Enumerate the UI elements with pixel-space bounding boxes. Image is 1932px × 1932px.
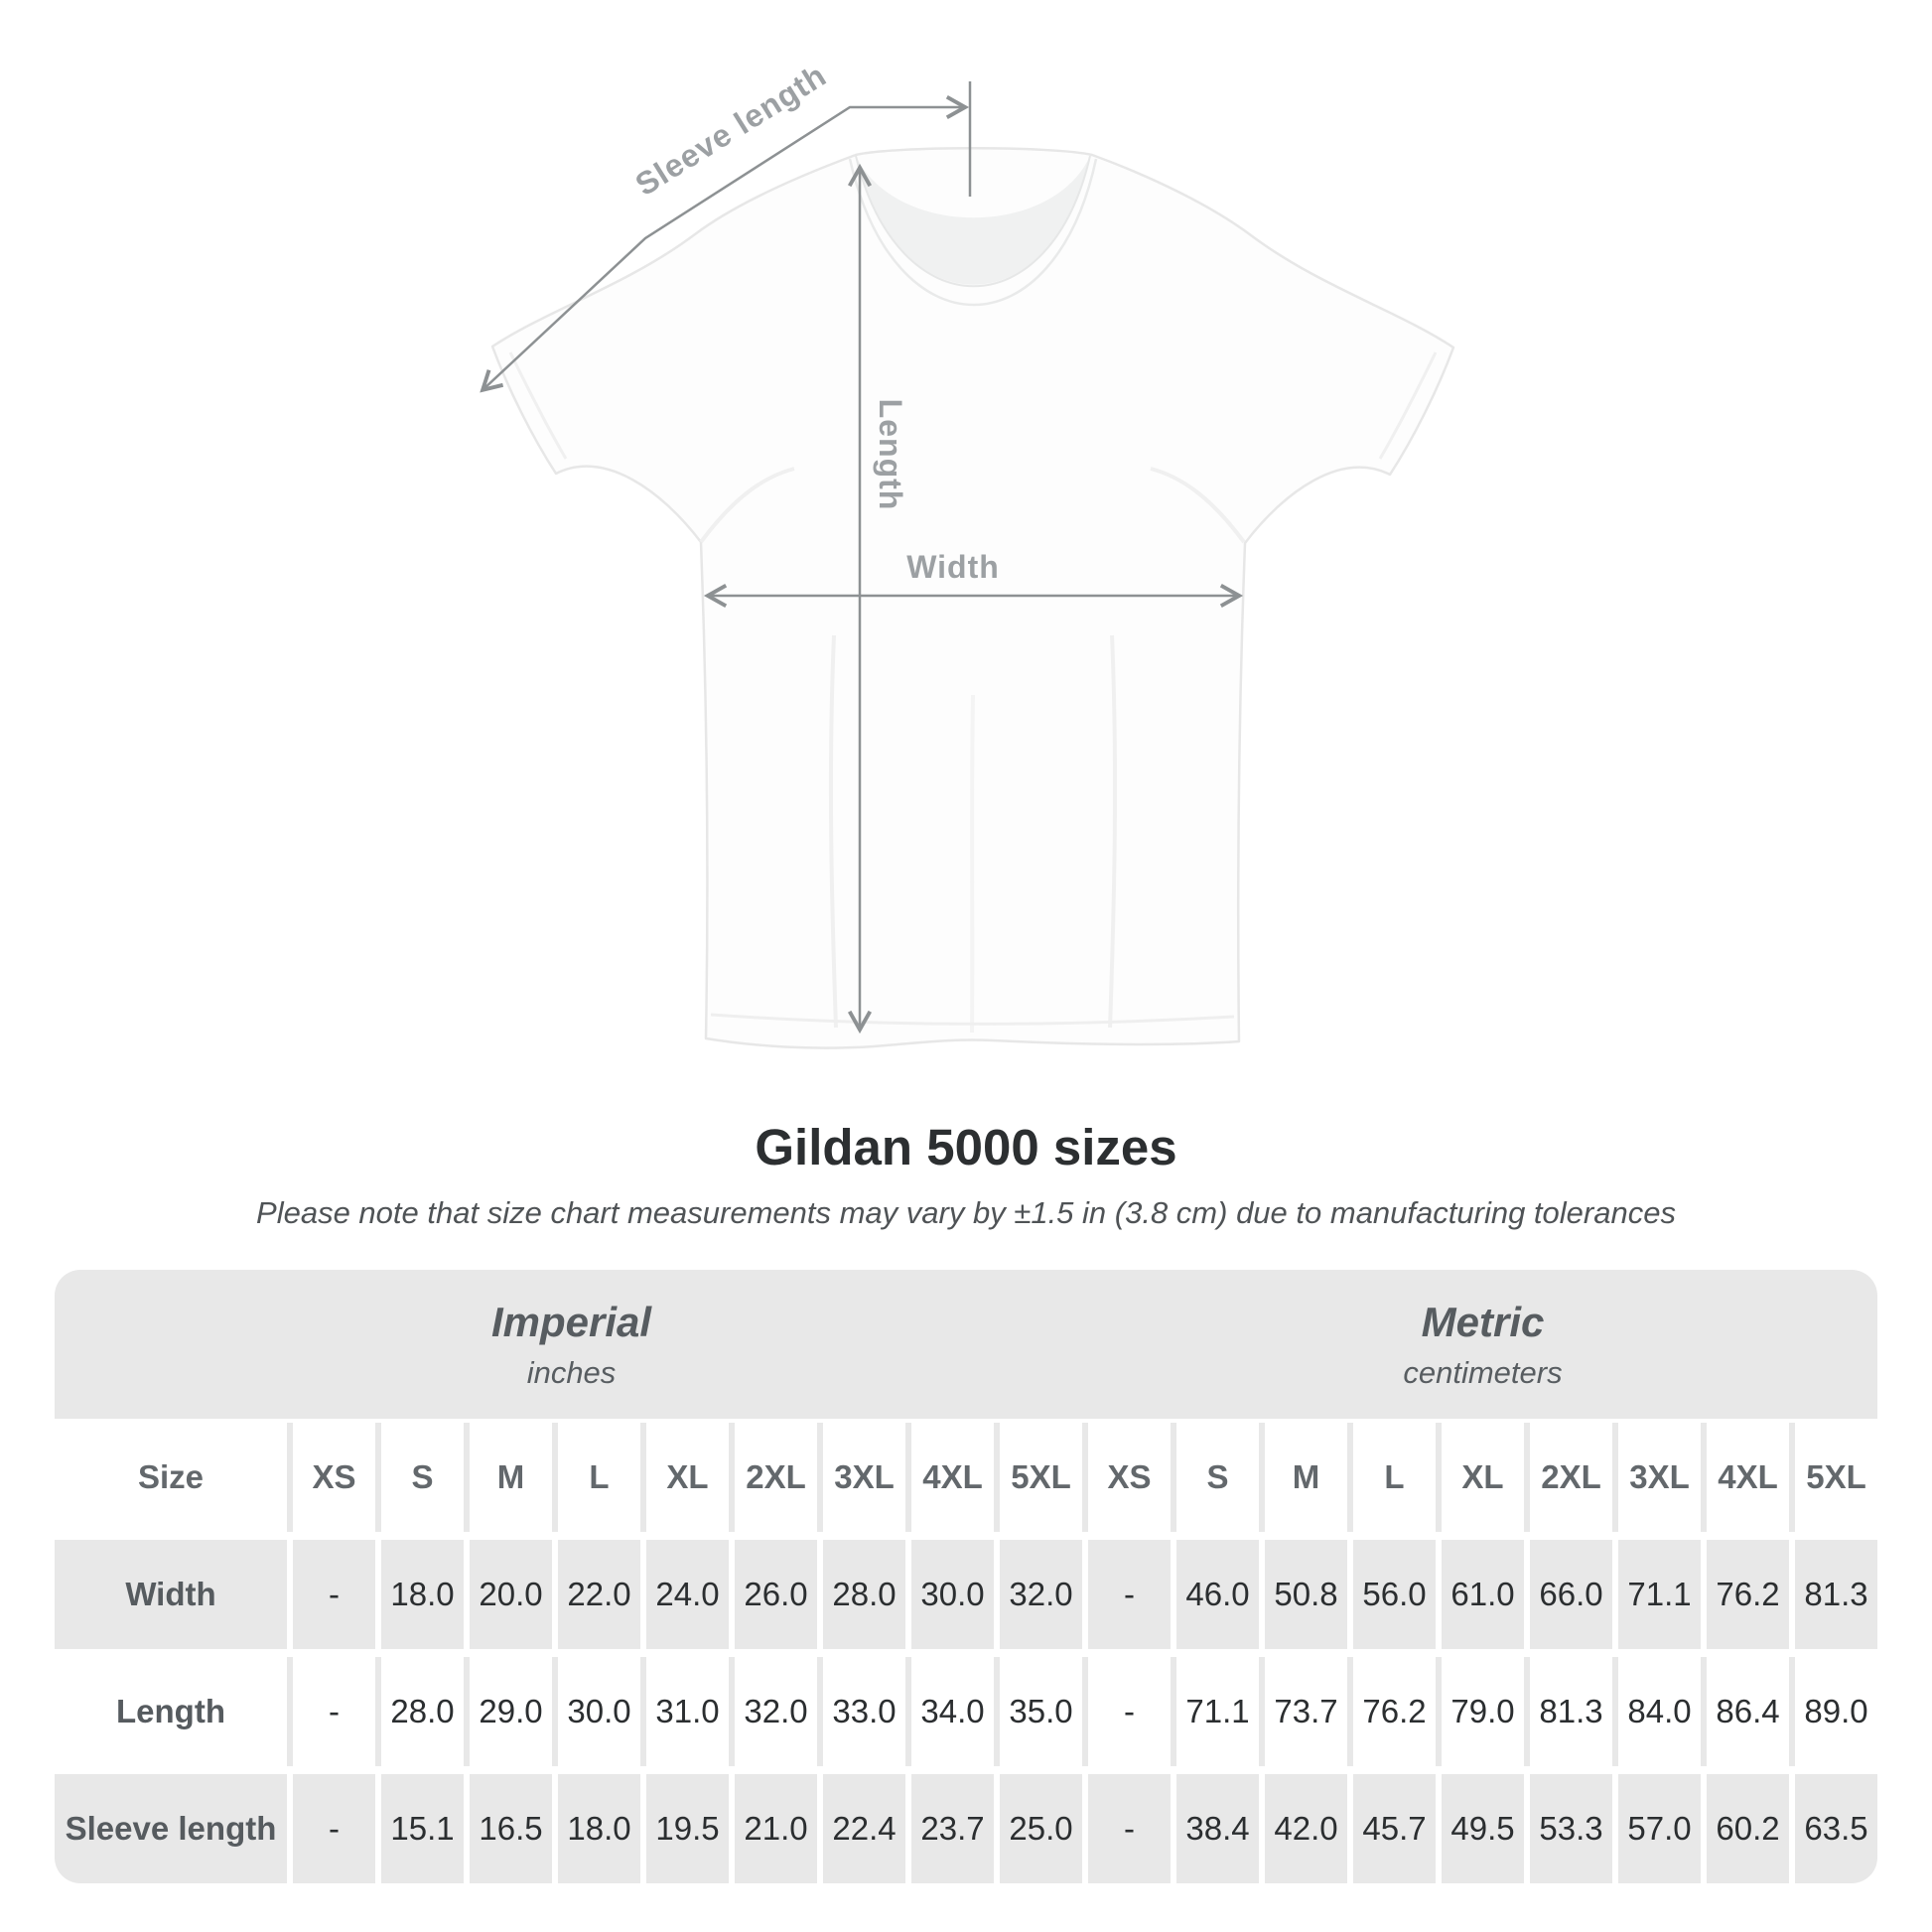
metric-heading: Metric xyxy=(1421,1298,1545,1345)
table-row-sleeve-length: Sleeve length -15.1 16.5 18.0 19.5 21.0 22.4 23… xyxy=(55,1774,1877,1883)
value-cell: 50.8 xyxy=(1265,1540,1347,1649)
unit-group-metric: Metric centimeters xyxy=(1088,1270,1877,1419)
size-header-xs-imperial: XS xyxy=(293,1423,375,1532)
imperial-unit: inches xyxy=(526,1354,617,1390)
value-cell: - xyxy=(1088,1540,1171,1649)
size-header-row: Size XS S M L XL 2XL 3XL 4XL 5XL XS S M L XL 2XL 3XL 4XL… xyxy=(55,1423,1877,1532)
value-cell: 30.0 xyxy=(558,1657,640,1766)
value-cell: 56.0 xyxy=(1353,1540,1436,1649)
value-cell: 33.0 xyxy=(823,1657,905,1766)
value-cell: 71.1 xyxy=(1176,1657,1259,1766)
value-cell: 76.2 xyxy=(1353,1657,1436,1766)
size-header-s-imperial: S xyxy=(381,1423,464,1532)
unit-header: Imperial inches Metric centimeters xyxy=(55,1270,1877,1419)
size-header-5xl-imperial: 5XL xyxy=(1000,1423,1082,1532)
value-cell: 28.0 xyxy=(381,1657,464,1766)
value-cell: 60.2 xyxy=(1707,1774,1789,1883)
size-header-m-metric: M xyxy=(1265,1423,1347,1532)
value-cell: 86.4 xyxy=(1707,1657,1789,1766)
size-header-s-metric: S xyxy=(1176,1423,1259,1532)
value-cell: 15.1 xyxy=(381,1774,464,1883)
metric-unit: centimeters xyxy=(1403,1354,1563,1390)
value-cell: 42.0 xyxy=(1265,1774,1347,1883)
table-row-length: Length -28.0 29.0 30.0 31.0 32.0 33.0 34.0 35.0-… xyxy=(55,1657,1877,1766)
size-col-header: Size xyxy=(55,1423,287,1532)
value-cell: 35.0 xyxy=(1000,1657,1082,1766)
value-cell: 57.0 xyxy=(1618,1774,1701,1883)
table-row-width: Width -18.0 20.0 22.0 24.0 26.0 28.0 30.0 32.0-4… xyxy=(55,1540,1877,1649)
value-cell: 66.0 xyxy=(1530,1540,1612,1649)
value-cell: 28.0 xyxy=(823,1540,905,1649)
row-label: Length xyxy=(55,1657,287,1766)
table-body: Width -18.0 20.0 22.0 24.0 26.0 28.0 30.0 32.0-4… xyxy=(55,1540,1877,1883)
value-cell: 22.4 xyxy=(823,1774,905,1883)
value-cell: 20.0 xyxy=(470,1540,552,1649)
value-cell: 53.3 xyxy=(1530,1774,1612,1883)
size-header-2xl-metric: 2XL xyxy=(1530,1423,1612,1532)
tolerance-note: Please note that size chart measurements… xyxy=(256,1195,1676,1230)
size-header-xs-metric: XS xyxy=(1088,1423,1171,1532)
value-cell: 76.2 xyxy=(1707,1540,1789,1649)
page-title: Gildan 5000 sizes xyxy=(755,1119,1177,1175)
row-label: Width xyxy=(55,1540,287,1649)
value-cell: 26.0 xyxy=(735,1540,817,1649)
value-cell: 32.0 xyxy=(1000,1540,1082,1649)
value-cell: 49.5 xyxy=(1442,1774,1524,1883)
tshirt-graphic xyxy=(490,147,1455,1049)
value-cell: 84.0 xyxy=(1618,1657,1701,1766)
size-header-3xl-metric: 3XL xyxy=(1618,1423,1701,1532)
value-cell: 73.7 xyxy=(1265,1657,1347,1766)
fabric-folds xyxy=(508,351,1438,1034)
size-header-3xl-imperial: 3XL xyxy=(823,1423,905,1532)
width-label: Width xyxy=(906,549,1000,585)
value-cell: 21.0 xyxy=(735,1774,817,1883)
size-header-m-imperial: M xyxy=(470,1423,552,1532)
value-cell: 25.0 xyxy=(1000,1774,1082,1883)
value-cell: 18.0 xyxy=(381,1540,464,1649)
sleeve-length-arrow xyxy=(480,94,970,393)
length-label: Length xyxy=(873,399,908,511)
value-cell: 18.0 xyxy=(558,1774,640,1883)
value-cell: 79.0 xyxy=(1442,1657,1524,1766)
imperial-heading: Imperial xyxy=(490,1298,652,1345)
value-cell: 38.4 xyxy=(1176,1774,1259,1883)
value-cell: 30.0 xyxy=(911,1540,994,1649)
value-cell: 16.5 xyxy=(470,1774,552,1883)
size-header-4xl-metric: 4XL xyxy=(1707,1423,1789,1532)
size-header-2xl-imperial: 2XL xyxy=(735,1423,817,1532)
value-cell: 32.0 xyxy=(735,1657,817,1766)
size-header-xl-metric: XL xyxy=(1442,1423,1524,1532)
value-cell: - xyxy=(293,1540,375,1649)
size-table: Imperial inches Metric centimeters Size … xyxy=(55,1270,1877,1883)
value-cell: 46.0 xyxy=(1176,1540,1259,1649)
value-cell: 22.0 xyxy=(558,1540,640,1649)
value-cell: - xyxy=(1088,1657,1171,1766)
value-cell: 81.3 xyxy=(1795,1540,1877,1649)
value-cell: 45.7 xyxy=(1353,1774,1436,1883)
size-header-l-imperial: L xyxy=(558,1423,640,1532)
value-cell: - xyxy=(293,1774,375,1883)
tshirt-diagram: Sleeve length Length Width xyxy=(480,57,1455,1049)
size-header-xl-imperial: XL xyxy=(646,1423,729,1532)
row-label: Sleeve length xyxy=(55,1774,287,1883)
value-cell: 29.0 xyxy=(470,1657,552,1766)
value-cell: 31.0 xyxy=(646,1657,729,1766)
value-cell: 34.0 xyxy=(911,1657,994,1766)
value-cell: 24.0 xyxy=(646,1540,729,1649)
size-header-5xl-metric: 5XL xyxy=(1795,1423,1877,1532)
value-cell: 81.3 xyxy=(1530,1657,1612,1766)
value-cell: 63.5 xyxy=(1795,1774,1877,1883)
size-header-l-metric: L xyxy=(1353,1423,1436,1532)
value-cell: 19.5 xyxy=(646,1774,729,1883)
value-cell: 71.1 xyxy=(1618,1540,1701,1649)
value-cell: - xyxy=(1088,1774,1171,1883)
value-cell: 61.0 xyxy=(1442,1540,1524,1649)
value-cell: 89.0 xyxy=(1795,1657,1877,1766)
value-cell: 23.7 xyxy=(911,1774,994,1883)
value-cell: - xyxy=(293,1657,375,1766)
unit-group-imperial: Imperial inches xyxy=(55,1270,1088,1419)
size-header-4xl-imperial: 4XL xyxy=(911,1423,994,1532)
